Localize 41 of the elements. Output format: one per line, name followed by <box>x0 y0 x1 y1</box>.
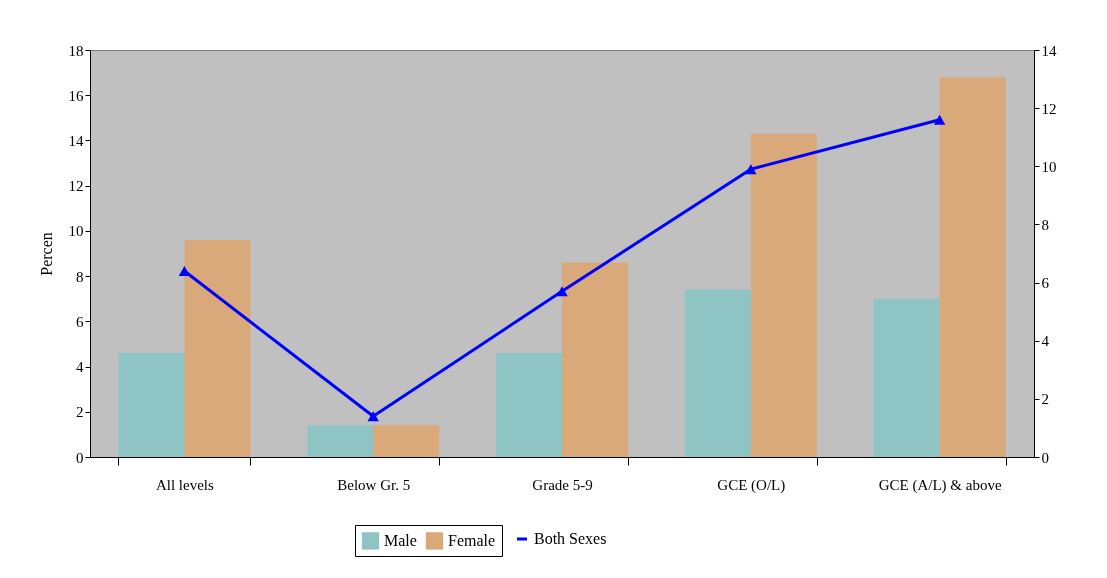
point <box>745 164 757 175</box>
y2-tick-label: 4 <box>1041 333 1050 350</box>
x-tick-label: GCE (A/L) & above <box>878 476 1002 494</box>
bar <box>184 239 251 457</box>
y-tick-label: 10 <box>68 223 84 240</box>
point <box>367 411 379 422</box>
point <box>933 114 946 125</box>
y2-tick-label: 8 <box>1041 216 1049 233</box>
bar <box>495 352 562 457</box>
y-tick-label: 8 <box>76 268 84 285</box>
y-axis-title: Percen <box>37 232 55 276</box>
bar <box>750 133 817 457</box>
y2-tick-label: 14 <box>1041 42 1057 59</box>
y-tick-label: 16 <box>68 87 84 104</box>
y2-tick-label: 6 <box>1041 275 1050 292</box>
point <box>556 286 568 297</box>
y-tick-label: 18 <box>68 42 84 59</box>
legend-label: Female <box>448 531 496 549</box>
y2-tick-label: 0 <box>1041 449 1049 466</box>
y-tick-label: 2 <box>76 404 84 421</box>
y-tick-label: 0 <box>76 449 84 466</box>
y-tick-label: 6 <box>76 313 84 330</box>
bar <box>373 425 440 457</box>
bar <box>873 298 940 457</box>
legend-label: Both Sexes <box>534 530 607 547</box>
bar <box>562 262 629 457</box>
y-tick-label: 12 <box>68 178 84 195</box>
x-tick-label: GCE (O/L) <box>717 476 786 494</box>
y-tick-label: 14 <box>68 132 84 149</box>
bar <box>307 425 374 457</box>
x-tick-label: All levels <box>155 476 215 493</box>
bar <box>939 77 1006 457</box>
bar <box>684 289 751 457</box>
x-tick-label: Grade 5-9 <box>532 476 593 493</box>
y2-tick-label: 10 <box>1041 158 1057 175</box>
y-tick-label: 4 <box>76 359 84 376</box>
y2-tick-label: 12 <box>1041 100 1057 117</box>
legend-label: Male <box>384 531 417 549</box>
bar <box>118 352 185 457</box>
x-tick-label: Below Gr. 5 <box>337 476 411 493</box>
y2-tick-label: 2 <box>1041 391 1049 408</box>
